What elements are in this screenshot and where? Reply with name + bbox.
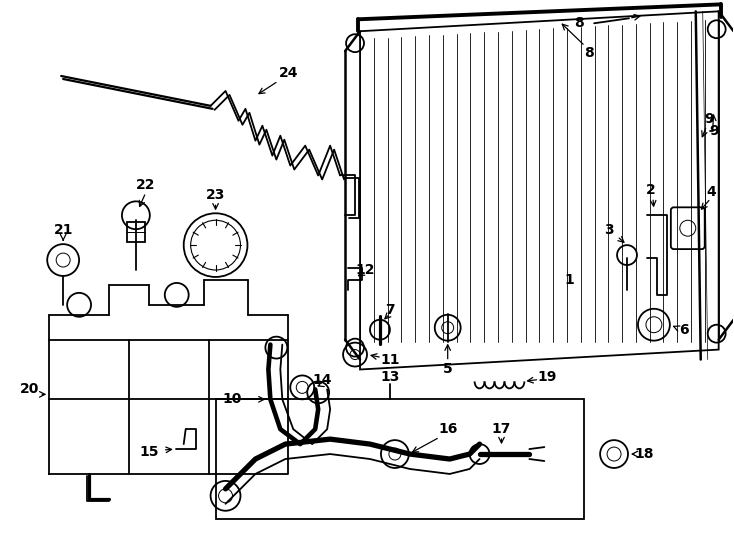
Text: 19: 19: [537, 370, 557, 384]
Text: 13: 13: [380, 370, 399, 384]
Text: 5: 5: [443, 362, 453, 376]
Text: 4: 4: [707, 185, 716, 199]
Text: 3: 3: [604, 223, 614, 237]
Bar: [127, 222, 145, 242]
Text: 9: 9: [709, 124, 719, 138]
Text: 18: 18: [634, 447, 654, 461]
Text: 16: 16: [438, 422, 457, 436]
Text: 20: 20: [20, 382, 39, 396]
Text: 10: 10: [223, 393, 242, 406]
Text: 24: 24: [278, 66, 298, 80]
Text: 8: 8: [574, 16, 584, 30]
Text: 11: 11: [380, 353, 399, 367]
Text: 1: 1: [564, 273, 574, 287]
Text: 9: 9: [704, 112, 713, 126]
Text: 6: 6: [679, 323, 688, 337]
Text: 12: 12: [355, 263, 375, 277]
Text: 17: 17: [492, 422, 511, 436]
Text: 23: 23: [206, 188, 225, 202]
Text: 14: 14: [313, 374, 332, 387]
Text: 7: 7: [385, 303, 395, 317]
Text: 22: 22: [136, 178, 156, 192]
Text: 2: 2: [646, 184, 655, 198]
Text: 21: 21: [54, 223, 73, 237]
Text: 8: 8: [584, 46, 594, 60]
Text: 15: 15: [139, 445, 159, 459]
Bar: [216, 400, 584, 519]
